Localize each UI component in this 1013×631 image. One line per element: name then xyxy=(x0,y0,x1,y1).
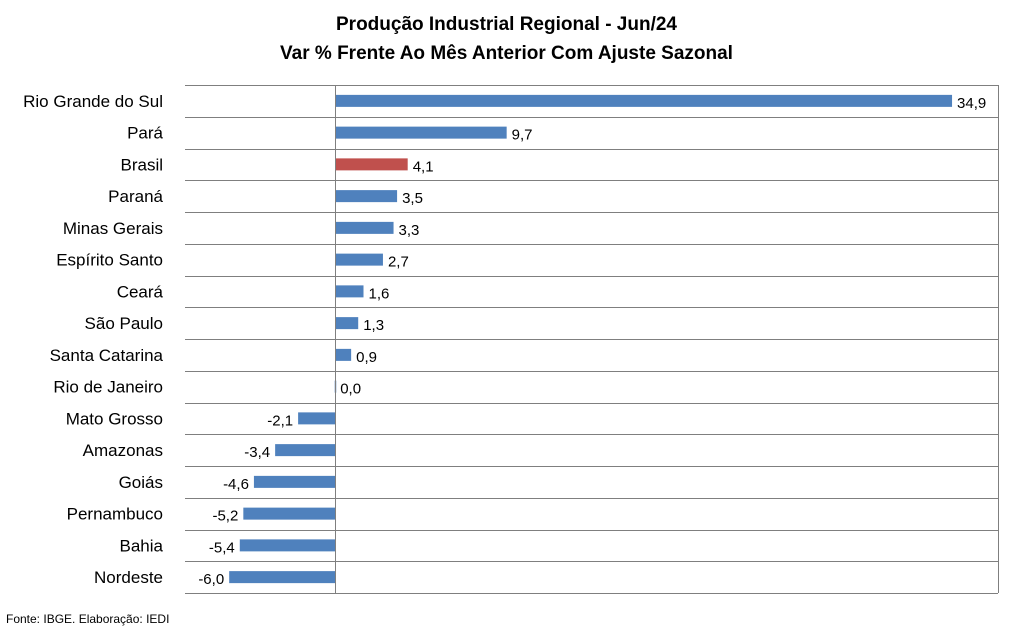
bar-12 xyxy=(253,475,336,488)
bars xyxy=(229,94,953,584)
value-label: 3,5 xyxy=(402,190,423,207)
value-label: 9,7 xyxy=(512,127,533,144)
category-labels: Rio Grande do Sul Pará Brasil Paraná Minas G… xyxy=(23,92,163,587)
bar-10 xyxy=(298,412,336,425)
bar-6 xyxy=(335,285,364,298)
value-labels: 34,9 9,7 4,1 3,5 3,3 2,7 1,6 1,3 0,9 0,0 -2,1 -3,4 -… xyxy=(198,95,986,588)
value-label: 2,7 xyxy=(388,254,409,271)
category-label: Pará xyxy=(127,124,163,143)
category-label: Ceará xyxy=(117,282,164,301)
bar-15 xyxy=(229,571,336,584)
value-label: -4,6 xyxy=(223,476,249,493)
bar-0 xyxy=(335,94,953,107)
bar-11 xyxy=(275,444,336,457)
category-label: Nordeste xyxy=(94,568,163,587)
bar-1 xyxy=(335,126,507,139)
bar-8 xyxy=(335,348,352,361)
bar-5 xyxy=(335,253,383,266)
category-label: Goiás xyxy=(119,473,163,492)
value-label: -2,1 xyxy=(267,412,293,429)
category-label: São Paulo xyxy=(85,314,163,333)
category-label: Mato Grosso xyxy=(66,409,163,428)
bar-13 xyxy=(243,507,336,520)
value-label: 1,3 xyxy=(363,317,384,334)
bar-2 xyxy=(335,158,408,171)
category-label: Bahia xyxy=(120,536,164,555)
category-label: Paraná xyxy=(108,187,163,206)
category-label: Rio de Janeiro xyxy=(53,378,163,397)
chart-subtitle-line: Var % Frente Ao Mês Anterior Com Ajuste … xyxy=(280,43,733,64)
bar-7 xyxy=(335,317,359,330)
grid-lines xyxy=(185,85,999,594)
category-label: Rio Grande do Sul xyxy=(23,92,163,111)
value-label: -5,2 xyxy=(212,508,238,525)
category-label: Minas Gerais xyxy=(63,219,163,238)
category-label: Pernambuco xyxy=(67,505,163,524)
value-label: -5,4 xyxy=(209,539,235,556)
category-label: Amazonas xyxy=(83,441,163,460)
bar-14 xyxy=(239,539,336,552)
category-label: Espírito Santo xyxy=(56,251,163,270)
bar-3 xyxy=(335,190,398,203)
category-label: Brasil xyxy=(120,155,163,174)
value-label: -6,0 xyxy=(198,571,224,588)
value-label: 3,3 xyxy=(399,222,420,239)
category-label: Santa Catarina xyxy=(50,346,164,365)
value-label: 0,0 xyxy=(340,381,361,398)
source-note: Fonte: IBGE. Elaboração: IEDI xyxy=(6,612,170,626)
bar-4 xyxy=(335,221,394,234)
chart-title: Produção Industrial Regional - Jun/24 Va… xyxy=(0,10,1013,68)
chart-title-line: Produção Industrial Regional - Jun/24 xyxy=(336,14,677,35)
value-label: 4,1 xyxy=(413,158,434,175)
value-label: 34,9 xyxy=(957,95,986,112)
value-label: 1,6 xyxy=(369,285,390,302)
value-label: 0,9 xyxy=(356,349,377,366)
value-label: -3,4 xyxy=(244,444,270,461)
